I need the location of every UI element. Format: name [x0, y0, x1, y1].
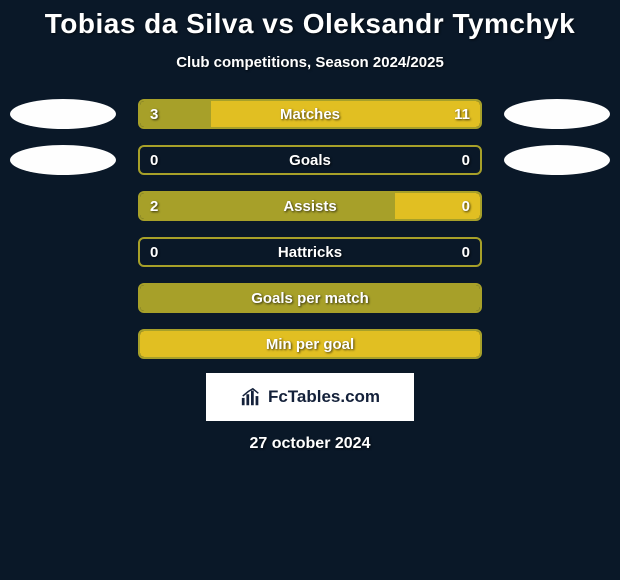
stat-bar: Min per goal: [138, 329, 482, 359]
date-label: 27 october 2024: [250, 435, 371, 453]
player1-ellipse: [10, 99, 116, 129]
stat-label: Matches: [140, 101, 480, 127]
chart-icon: [240, 386, 262, 408]
brand-badge[interactable]: FcTables.com: [206, 373, 414, 421]
stat-row: 311Matches: [8, 99, 612, 129]
stat-bar: 00Goals: [138, 145, 482, 175]
player2-ellipse: [504, 145, 610, 175]
stat-row: 00Goals: [8, 145, 612, 175]
player2-ellipse: [504, 99, 610, 129]
stat-label: Hattricks: [140, 239, 480, 265]
stat-label: Goals per match: [140, 285, 480, 311]
stat-label: Min per goal: [140, 331, 480, 357]
stat-row: Goals per match: [8, 283, 612, 313]
stat-bar: 00Hattricks: [138, 237, 482, 267]
page-title: Tobias da Silva vs Oleksandr Tymchyk: [45, 8, 576, 40]
stats-list: 311Matches 00Goals 20Assists 00Hattricks Goa…: [0, 99, 620, 359]
stat-row: Min per goal: [8, 329, 612, 359]
stat-bar: 311Matches: [138, 99, 482, 129]
stat-bar: 20Assists: [138, 191, 482, 221]
stat-row: 20Assists: [8, 191, 612, 221]
comparison-card: Tobias da Silva vs Oleksandr Tymchyk Clu…: [0, 0, 620, 580]
stat-label: Assists: [140, 193, 480, 219]
stat-row: 00Hattricks: [8, 237, 612, 267]
stat-label: Goals: [140, 147, 480, 173]
page-subtitle: Club competitions, Season 2024/2025: [176, 54, 444, 71]
brand-text: FcTables.com: [268, 387, 380, 407]
stat-bar: Goals per match: [138, 283, 482, 313]
player1-ellipse: [10, 145, 116, 175]
